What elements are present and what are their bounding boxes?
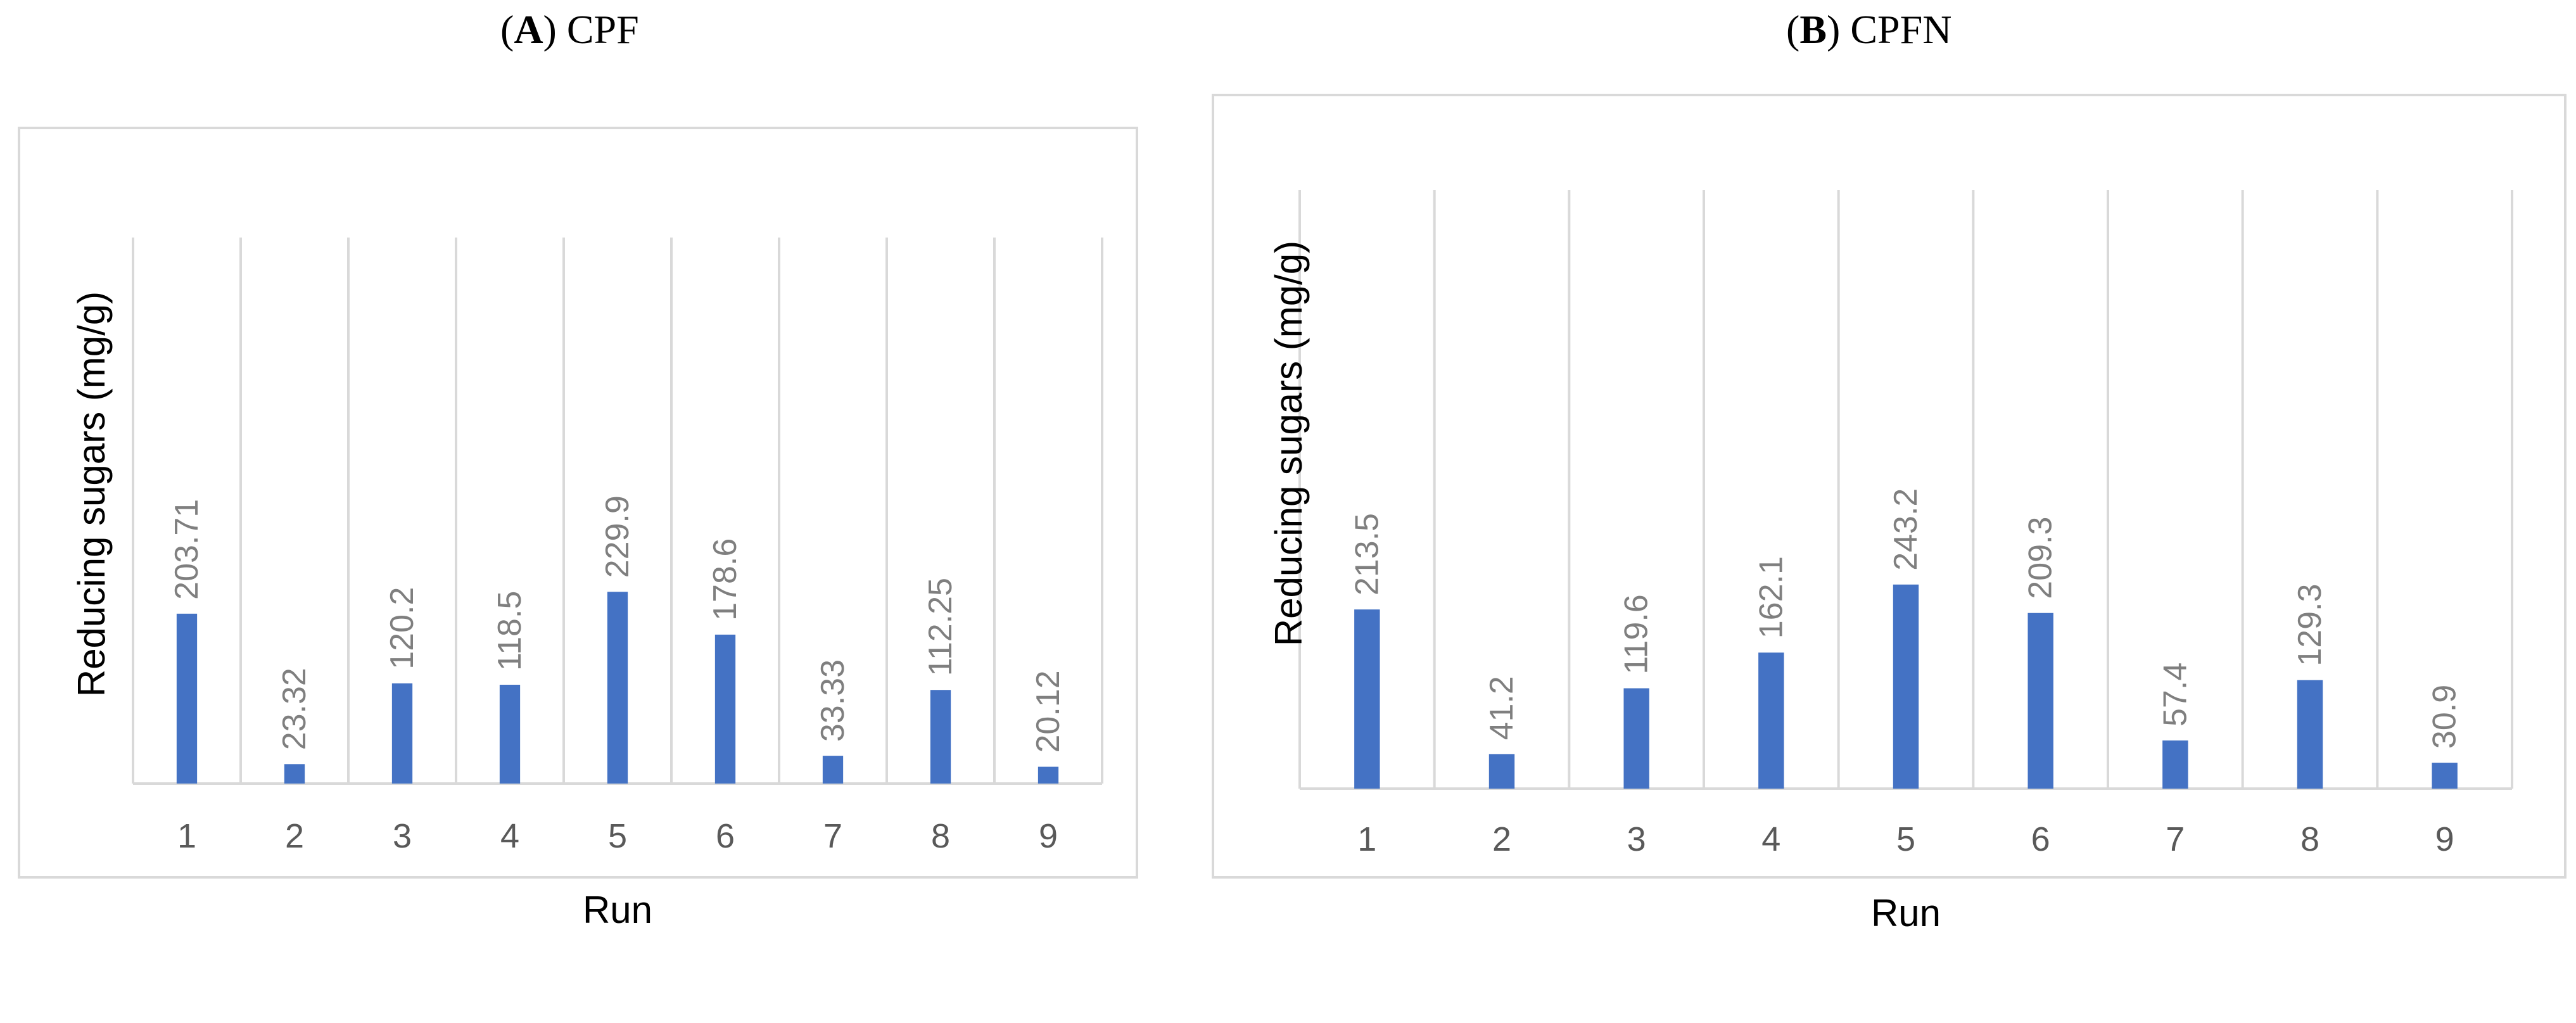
chart-b-bar — [2432, 763, 2458, 789]
chart-b-data-label: 162.1 — [1753, 556, 1789, 639]
chart-b-bar — [1893, 584, 1919, 789]
panel-a-title: (A) CPF — [500, 7, 639, 52]
panel-b-name: CPFN — [1850, 7, 1952, 52]
chart-a-data-label: 203.71 — [168, 499, 205, 600]
chart-b-tick-label: 8 — [2300, 820, 2319, 858]
chart-b-frame — [1212, 94, 2566, 879]
chart-b-bar — [1488, 754, 1515, 789]
chart-a-data-label: 118.5 — [492, 591, 528, 671]
chart-b-tick-label: 4 — [1761, 820, 1780, 858]
chart-b-data-label: 209.3 — [2022, 517, 2059, 599]
chart-b-data-label: 30.9 — [2427, 685, 2463, 749]
chart-a-bar — [391, 683, 413, 784]
panel-a-name: CPF — [566, 7, 639, 52]
chart-a-tick-label: 8 — [931, 817, 950, 855]
chart-b-bar — [1354, 609, 1380, 789]
chart-a-tick-label: 2 — [285, 817, 304, 855]
chart-a-bar — [822, 756, 844, 784]
chart-a-data-label: 33.33 — [815, 659, 851, 742]
chart-b-tick-label: 6 — [2031, 820, 2050, 858]
chart-b-data-label: 57.4 — [2157, 663, 2193, 727]
chart-a-tick-label: 3 — [393, 817, 412, 855]
chart-a-bar — [1037, 766, 1059, 784]
chart-b-bar — [2027, 613, 2053, 789]
panel-b-letter: B — [1799, 7, 1827, 52]
chart-a-tick-label: 7 — [823, 817, 842, 855]
chart-a-data-label: 112.25 — [922, 578, 959, 676]
chart-b-tick-label: 5 — [1896, 820, 1915, 858]
chart-b-data-label: 243.2 — [1888, 488, 1924, 571]
chart-b-data-label: 119.6 — [1618, 594, 1655, 674]
chart-a-data-label: 120.2 — [384, 587, 421, 670]
chart-a-tick-label: 5 — [608, 817, 627, 855]
chart-b-bar — [2162, 740, 2188, 789]
chart-a-data-label: 229.9 — [599, 495, 636, 578]
chart-b-tick-label: 2 — [1492, 820, 1511, 858]
chart-a-bar — [607, 592, 628, 784]
chart-a-tick-label: 6 — [716, 817, 735, 855]
chart-b-bar — [2297, 680, 2323, 789]
chart-a-bar — [284, 764, 305, 784]
panel-a-letter: A — [514, 7, 543, 52]
chart-a-tick-label: 4 — [500, 817, 519, 855]
chart-b-y-axis-title: Reducing sugars (mg/g) — [1267, 241, 1310, 646]
chart-a-bar — [714, 634, 736, 784]
chart-a-data-label: 20.12 — [1030, 670, 1067, 753]
chart-b-data-label: 213.5 — [1348, 513, 1385, 595]
chart-b-tick-label: 9 — [2435, 820, 2454, 858]
chart-a-x-axis-title: Run — [583, 889, 652, 931]
panel-b-title: (B) CPFN — [1786, 7, 1952, 52]
chart-a-data-label: 23.32 — [276, 668, 313, 750]
chart-a-tick-label: 9 — [1039, 817, 1058, 855]
chart-a-y-axis-title: Reducing sugars (mg/g) — [70, 291, 113, 697]
chart-b-bar — [1623, 688, 1649, 789]
chart-a-bar — [176, 613, 198, 784]
chart-b-tick-label: 1 — [1357, 820, 1376, 858]
chart-b-tick-label: 7 — [2166, 820, 2185, 858]
chart-b-data-label: 41.2 — [1483, 676, 1520, 740]
chart-b-data-label: 129.3 — [2292, 584, 2328, 666]
chart-a-bar — [499, 684, 521, 784]
chart-b-x-axis-title: Run — [1871, 892, 1941, 934]
chart-a-data-label: 178.6 — [707, 538, 744, 621]
chart-a-tick-label: 1 — [177, 817, 196, 855]
chart-a-bar — [930, 690, 951, 784]
chart-b-tick-label: 3 — [1627, 820, 1646, 858]
chart-b-bar — [1758, 652, 1784, 789]
